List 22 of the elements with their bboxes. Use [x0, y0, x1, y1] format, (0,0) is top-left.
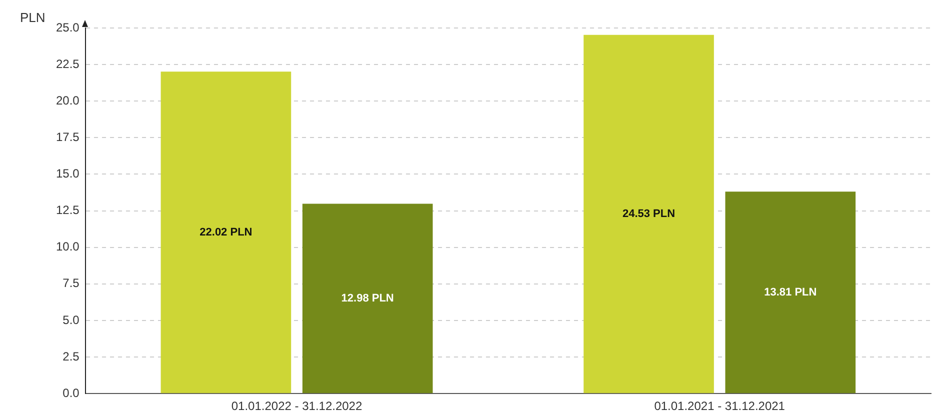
y-tick-label: 0.0 — [62, 386, 80, 400]
y-tick-label: 17.5 — [56, 130, 80, 144]
y-tick-label: 7.5 — [62, 276, 80, 290]
data-label: 24.53 PLN — [622, 208, 676, 220]
y-tick-label: 20.0 — [56, 93, 80, 108]
y-tick-label: 25.0 — [56, 20, 80, 34]
y-axis-title: PLN — [20, 10, 46, 25]
bar — [725, 192, 856, 394]
x-tick-label: 01.01.2022 - 31.12.2022 — [231, 399, 362, 414]
bar — [160, 72, 292, 394]
x-tick-label: 01.01.2021 - 31.12.2021 — [654, 399, 786, 414]
bar — [584, 34, 714, 394]
data-label: 13.81 PLN — [764, 286, 817, 298]
y-tick-label: 15.0 — [56, 166, 80, 181]
y-tick-label: 10.0 — [56, 240, 80, 254]
data-label: 22.02 PLN — [200, 226, 252, 238]
bar — [302, 204, 433, 394]
y-tick-label: 5.0 — [62, 312, 80, 327]
y-tick-label: 12.5 — [56, 203, 80, 218]
data-label: 12.98 PLN — [341, 292, 394, 304]
y-tick-label: 2.5 — [62, 349, 80, 364]
y-tick-label: 22.5 — [56, 56, 80, 71]
